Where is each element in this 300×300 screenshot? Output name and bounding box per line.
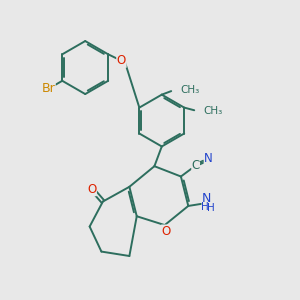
Text: O: O bbox=[87, 183, 96, 196]
Text: H: H bbox=[207, 203, 215, 213]
Text: CH₃: CH₃ bbox=[203, 106, 222, 116]
Text: N: N bbox=[202, 192, 211, 206]
Text: O: O bbox=[117, 54, 126, 67]
Text: Br: Br bbox=[41, 82, 55, 95]
Text: H: H bbox=[201, 202, 208, 212]
Text: C: C bbox=[191, 159, 200, 172]
Text: N: N bbox=[204, 152, 213, 165]
Text: CH₃: CH₃ bbox=[180, 85, 199, 95]
Text: O: O bbox=[162, 225, 171, 238]
